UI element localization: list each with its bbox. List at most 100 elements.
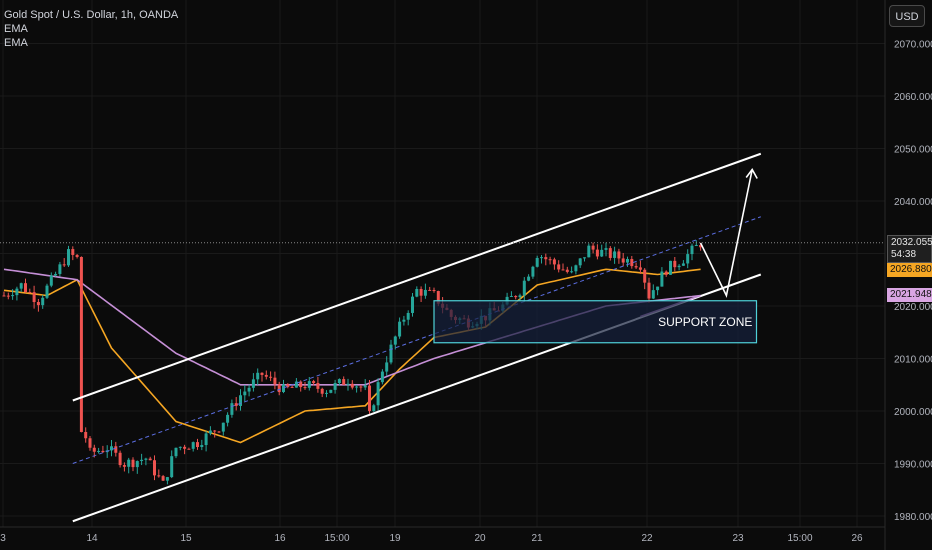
candle-body bbox=[196, 442, 199, 448]
candle-body bbox=[41, 297, 45, 306]
candle-body bbox=[329, 389, 333, 393]
x-tick-label: 26 bbox=[851, 533, 863, 544]
candle-body bbox=[208, 430, 212, 434]
current-price-tag: 2032.055 54:38 bbox=[887, 235, 932, 263]
candle-countdown: 54:38 bbox=[891, 249, 917, 260]
ema-line-1 bbox=[3, 268, 701, 444]
candle-body bbox=[432, 289, 436, 292]
candle-body bbox=[157, 475, 161, 477]
candle-body bbox=[604, 248, 608, 250]
candle-body bbox=[380, 371, 384, 383]
y-tick-label: 1980.000 bbox=[894, 512, 932, 523]
support-zone-label: SUPPORT ZONE bbox=[658, 315, 752, 329]
candle-body bbox=[664, 271, 668, 275]
legend-ema-2: EMA bbox=[4, 37, 28, 49]
candle-body bbox=[531, 266, 535, 277]
candle-body bbox=[71, 249, 75, 255]
candle-body bbox=[355, 386, 359, 388]
y-tick-label: 2040.000 bbox=[894, 197, 932, 208]
candle-body bbox=[337, 379, 341, 384]
x-tick-label: 19 bbox=[389, 533, 401, 544]
candle-body bbox=[290, 386, 294, 388]
candle-body bbox=[621, 258, 625, 263]
candle-body bbox=[393, 336, 397, 345]
candle-body bbox=[647, 282, 651, 299]
ema-fast-price-tag: 2026.880 bbox=[887, 263, 932, 277]
channel-upper-line bbox=[72, 152, 762, 402]
x-tick-label: 21 bbox=[531, 533, 543, 544]
candle-body bbox=[574, 265, 578, 272]
candle-body bbox=[49, 275, 53, 286]
candle-body bbox=[148, 458, 152, 461]
x-tick-label: 23 bbox=[732, 533, 744, 544]
candle-body bbox=[178, 446, 182, 448]
currency-button[interactable]: USD bbox=[889, 5, 925, 27]
candle-body bbox=[92, 447, 96, 452]
candle-body bbox=[651, 290, 655, 299]
candle-body bbox=[552, 259, 556, 265]
candle-body bbox=[286, 384, 290, 387]
candle-body bbox=[256, 372, 260, 380]
candle-body bbox=[699, 245, 703, 248]
candle-body bbox=[62, 264, 66, 266]
candle-body bbox=[359, 386, 363, 388]
candle-body bbox=[135, 461, 139, 468]
x-tick-label: 16 bbox=[274, 533, 286, 544]
candle-body bbox=[131, 459, 135, 468]
candle-body bbox=[389, 344, 393, 363]
candle-body bbox=[140, 459, 144, 462]
candle-body bbox=[398, 321, 402, 337]
y-tick-label: 2060.000 bbox=[894, 92, 932, 103]
candle-body bbox=[260, 372, 264, 375]
candle-body bbox=[423, 289, 427, 296]
candle-body bbox=[527, 276, 531, 281]
y-tick-label: 1990.000 bbox=[894, 460, 932, 471]
candle-body bbox=[221, 422, 225, 432]
y-tick-label: 2010.000 bbox=[894, 355, 932, 366]
candle-body bbox=[118, 452, 122, 466]
candle-body bbox=[213, 430, 217, 432]
candle-body bbox=[557, 264, 561, 270]
candle-body bbox=[299, 381, 303, 388]
candle-body bbox=[84, 432, 88, 439]
support-zone-box bbox=[433, 300, 758, 344]
candle-body bbox=[161, 476, 165, 481]
candle-body bbox=[630, 259, 634, 267]
candle-body bbox=[127, 459, 131, 467]
candle-body bbox=[320, 388, 324, 394]
x-tick-label: 14 bbox=[86, 533, 98, 544]
candle-body bbox=[153, 460, 156, 476]
candle-body bbox=[428, 289, 432, 291]
candle-body bbox=[583, 257, 586, 259]
candle-body bbox=[548, 259, 552, 261]
candle-body bbox=[643, 269, 647, 283]
candle-body bbox=[325, 392, 328, 394]
candle-body bbox=[75, 254, 79, 257]
candle-body bbox=[110, 446, 113, 451]
candle-body bbox=[634, 266, 638, 268]
candle-body bbox=[170, 456, 174, 478]
candle-body bbox=[230, 403, 234, 415]
candle-body bbox=[608, 248, 612, 258]
candle-body bbox=[28, 291, 32, 293]
ema-slow-price-tag: 2021.948 bbox=[887, 288, 932, 302]
candle-body bbox=[342, 379, 346, 385]
candle-body bbox=[226, 414, 230, 423]
candle-body bbox=[269, 376, 273, 378]
candle-body bbox=[411, 296, 414, 313]
candle-body bbox=[540, 257, 543, 259]
candle-body bbox=[264, 374, 268, 377]
candle-body bbox=[570, 271, 574, 273]
candle-body bbox=[587, 245, 591, 258]
candle-body bbox=[282, 384, 285, 393]
candle-body bbox=[165, 477, 169, 481]
candle-body bbox=[535, 257, 539, 267]
candle-body bbox=[544, 257, 548, 260]
candle-body bbox=[346, 383, 350, 385]
candle-body bbox=[686, 254, 690, 264]
candle-body bbox=[277, 384, 281, 393]
candle-body bbox=[303, 387, 307, 389]
projection-arrowhead bbox=[745, 168, 758, 179]
